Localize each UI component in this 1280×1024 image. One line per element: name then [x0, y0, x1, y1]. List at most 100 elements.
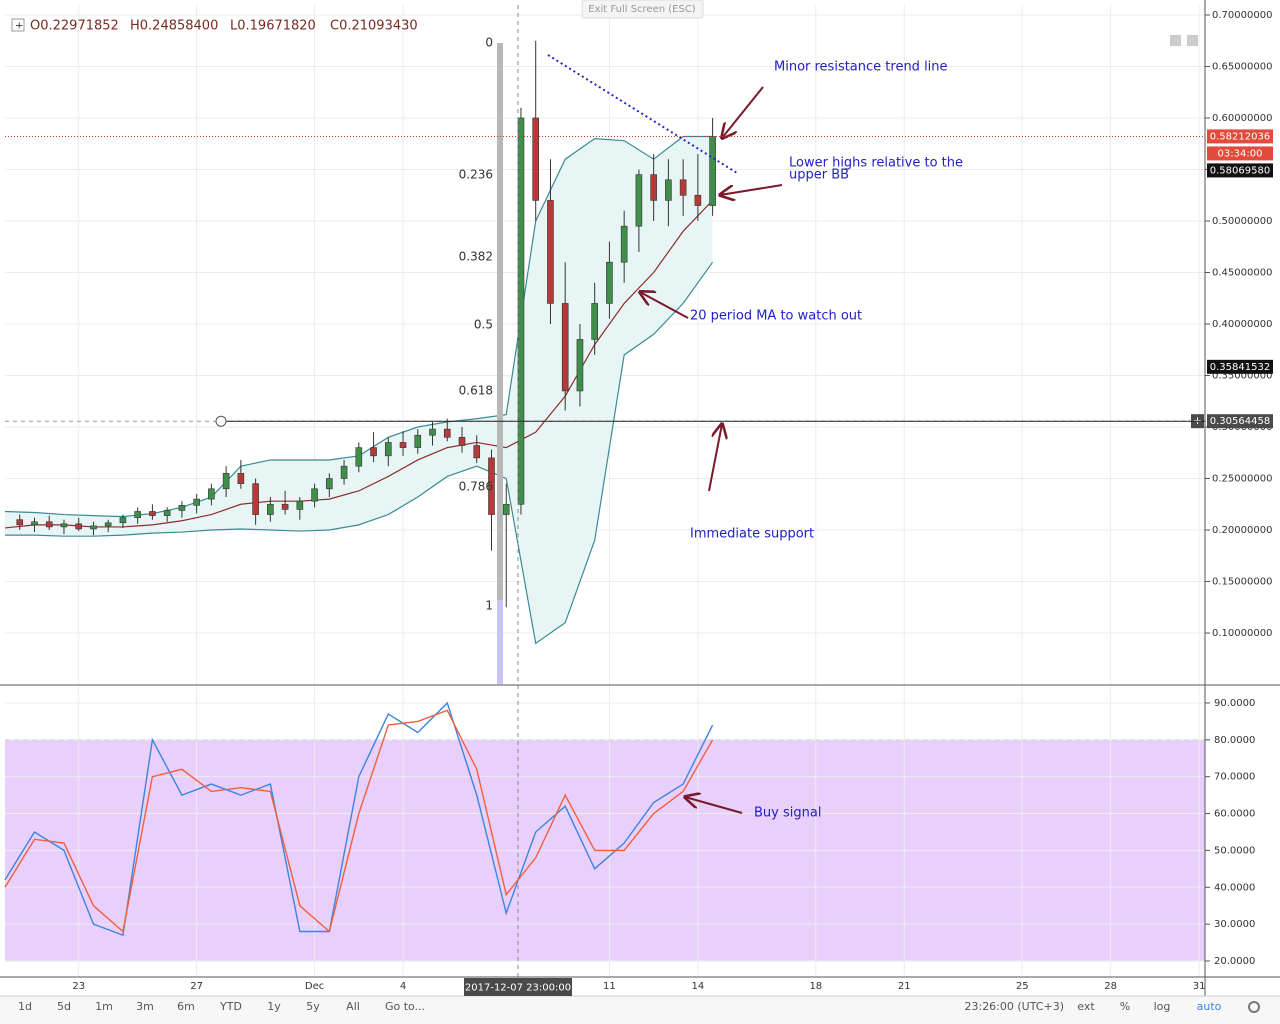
crosshair-date: 2017-12-07 23:00:00	[465, 983, 571, 994]
y-tick-label: 0.60000000	[1212, 113, 1272, 124]
bb-lower	[5, 261, 714, 645]
y-tick-label: 0.70000000	[1212, 10, 1272, 21]
fib-bar	[497, 43, 503, 684]
y-tick-label: 70.0000	[1214, 772, 1255, 783]
y-tick-label: 50.0000	[1214, 845, 1255, 856]
candle-body	[679, 179, 687, 196]
option-button[interactable]: auto	[1197, 1000, 1222, 1013]
pane-button[interactable]	[1187, 35, 1198, 46]
countdown-badge-label: 03:34:00	[1218, 148, 1263, 159]
candle-body	[296, 500, 304, 510]
time-label: 23:26:00 (UTC+3)	[964, 1000, 1064, 1013]
candle-body	[193, 498, 200, 506]
arrow	[640, 292, 689, 319]
price-badge	[1207, 129, 1273, 144]
candle-body	[576, 339, 584, 392]
range-button[interactable]: 3m	[136, 1000, 154, 1013]
arrow	[722, 86, 764, 138]
candle-body	[90, 525, 97, 530]
range-button[interactable]: YTD	[219, 1000, 242, 1013]
candle-body	[458, 437, 466, 446]
candle-body	[488, 457, 495, 515]
fib-label: 0.618	[459, 384, 493, 398]
candle-body	[222, 473, 230, 490]
candle-body	[414, 434, 422, 448]
candle-body	[561, 303, 569, 392]
price-badge	[1207, 359, 1273, 374]
price-badge	[1207, 414, 1273, 429]
settings-button[interactable]	[1248, 1001, 1260, 1013]
ohlc-value: C0.21093430	[330, 19, 418, 34]
range-button[interactable]: 1m	[95, 1000, 113, 1013]
annotation: Buy signal	[754, 806, 821, 821]
candle-body	[311, 488, 318, 502]
x-tick-label: 18	[809, 981, 822, 992]
ohlc-value: H0.24858400	[130, 19, 218, 34]
candle-body	[502, 503, 510, 515]
annotation: Immediate support	[690, 527, 814, 542]
y-tick-label: 0.35000000	[1212, 371, 1272, 382]
y-tick-label: 40.0000	[1214, 882, 1255, 893]
pane-button[interactable]	[1170, 35, 1181, 46]
candle-body	[355, 447, 363, 467]
candle-body	[620, 225, 628, 263]
collapse-button[interactable]	[11, 18, 25, 32]
price-badge-label: 0.35841532	[1210, 362, 1270, 373]
candle-body	[45, 521, 53, 528]
candle-body	[340, 465, 348, 479]
exit-fullscreen-label: Exit Full Screen (ESC)	[588, 4, 696, 15]
price-badge-label: 0.30564458	[1210, 416, 1270, 427]
range-button[interactable]: 6m	[177, 1000, 195, 1013]
candle-body	[591, 303, 598, 340]
y-tick-label: 30.0000	[1214, 919, 1255, 930]
option-button[interactable]: ext	[1077, 1000, 1095, 1013]
fib-label: 0.786	[459, 480, 493, 494]
crosshair-date-box	[464, 978, 572, 996]
x-tick-label: 11	[603, 981, 616, 992]
y-tick-label: 0.40000000	[1212, 319, 1272, 330]
fib-bar-end	[497, 600, 503, 684]
candle-body	[473, 445, 481, 459]
range-button[interactable]: 1d	[18, 1000, 32, 1013]
candle-body	[547, 200, 554, 304]
arrow	[708, 424, 722, 492]
candle-body	[635, 174, 643, 227]
option-button[interactable]: log	[1154, 1000, 1171, 1013]
range-button[interactable]: 1y	[267, 1000, 281, 1013]
x-tick-label: Dec	[305, 981, 324, 992]
x-tick-label: 27	[190, 981, 203, 992]
countdown-badge	[1207, 146, 1273, 161]
y-tick-label: 0.15000000	[1212, 577, 1272, 588]
range-button[interactable]: All	[346, 1000, 360, 1013]
x-tick-label: 28	[1104, 981, 1117, 992]
candle-body	[75, 523, 83, 530]
ohlc-value: O0.22971852	[30, 19, 119, 34]
annotation: Minor resistance trend line	[774, 60, 948, 75]
range-button[interactable]: 5y	[306, 1000, 320, 1013]
candle-body	[134, 511, 141, 518]
y-tick-label: 0.10000000	[1212, 628, 1272, 639]
fib-label: 0.236	[459, 168, 493, 182]
candle-body	[694, 194, 702, 206]
candle-body	[119, 517, 127, 524]
toolbar	[0, 996, 1280, 1024]
y-tick-label: 80.0000	[1214, 735, 1255, 746]
candle-body	[149, 511, 156, 516]
annotation: Lower highs relative to the	[789, 156, 963, 171]
candle-body	[709, 136, 716, 206]
option-button[interactable]: %	[1120, 1000, 1130, 1013]
support-handle[interactable]	[215, 415, 227, 427]
candle-body	[370, 447, 377, 457]
range-button[interactable]: 5d	[57, 1000, 71, 1013]
candle-body	[429, 428, 436, 436]
candle-body	[163, 510, 171, 516]
fib-label: 0.5	[474, 318, 493, 332]
range-button[interactable]: Go to...	[385, 1000, 425, 1013]
y-tick-label: 20.0000	[1214, 956, 1255, 967]
candle-body	[60, 523, 68, 528]
candle-body	[31, 521, 38, 526]
price-badge	[1207, 163, 1273, 178]
exit-fullscreen-button[interactable]	[581, 0, 704, 19]
